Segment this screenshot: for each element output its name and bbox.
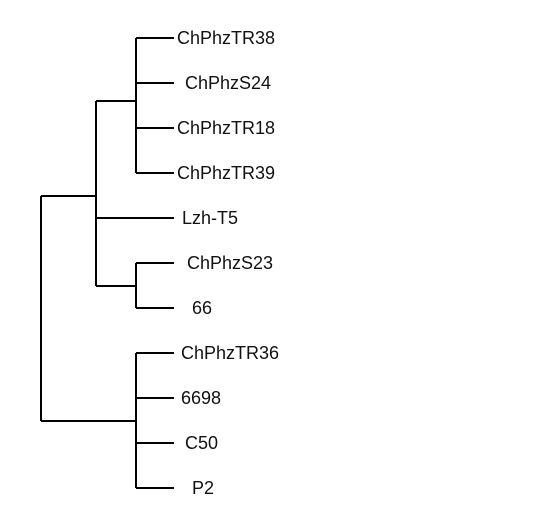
leaf-label-10: C50 [185,433,218,453]
leaf-label-7: 66 [192,298,212,318]
leaf-label-4: ChPhzTR39 [177,163,275,183]
leaf-label-6: ChPhzS23 [187,253,273,273]
leaf-label-11: P2 [192,478,214,498]
leaf-label-1: ChPhzTR38 [177,28,275,48]
leaf-label-3: ChPhzTR18 [177,118,275,138]
leaf-label-2: ChPhzS24 [185,73,271,93]
leaf-label-5: Lzh-T5 [182,208,238,228]
leaf-label-8: ChPhzTR36 [181,343,279,363]
leaf-label-9: 6698 [181,388,221,408]
